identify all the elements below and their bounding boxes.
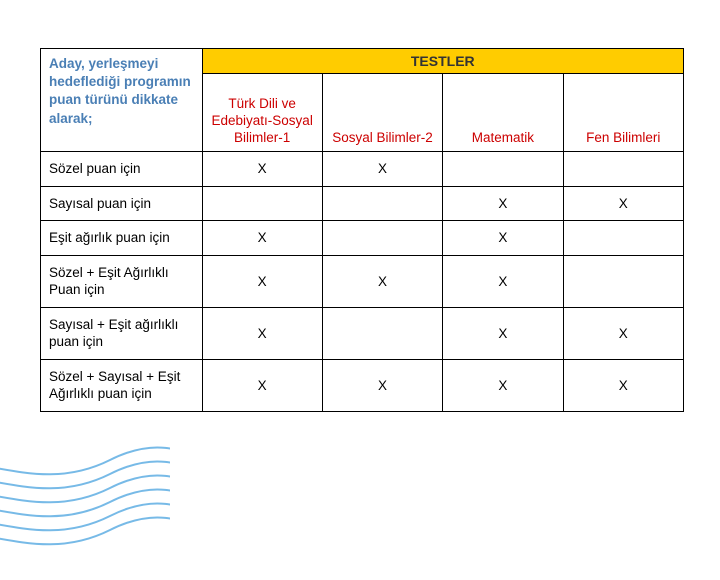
mark-cell: [563, 221, 683, 256]
row-label: Sözel + Eşit Ağırlıklı Puan için: [41, 255, 203, 307]
mark-cell: [563, 152, 683, 187]
mark-cell: [322, 186, 442, 221]
mark-cell: X: [322, 359, 442, 411]
table-row: Eşit ağırlık puan içinXX: [41, 221, 684, 256]
col-sosyal2: Sosyal Bilimler-2: [322, 74, 442, 152]
header-description: Aday, yerleşmeyi hedeflediği programın p…: [41, 49, 203, 152]
table-row: Sözel + Eşit Ağırlıklı Puan içinXXX: [41, 255, 684, 307]
mark-cell: X: [202, 152, 322, 187]
mark-cell: X: [202, 221, 322, 256]
mark-cell: [202, 186, 322, 221]
mark-cell: [322, 307, 442, 359]
col-matematik: Matematik: [443, 74, 563, 152]
col-fen: Fen Bilimleri: [563, 74, 683, 152]
mark-cell: X: [322, 255, 442, 307]
mark-cell: [443, 152, 563, 187]
col-turkdili: Türk Dili ve Edebiyatı-Sosyal Bilimler-1: [202, 74, 322, 152]
mark-cell: X: [443, 186, 563, 221]
score-table: Aday, yerleşmeyi hedeflediği programın p…: [40, 48, 684, 412]
mark-cell: X: [443, 255, 563, 307]
table-row: Sayısal puan için XX: [41, 186, 684, 221]
row-label: Eşit ağırlık puan için: [41, 221, 203, 256]
row-label: Sözel puan için: [41, 152, 203, 187]
decorative-wave: [0, 440, 170, 580]
header-row-1: Aday, yerleşmeyi hedeflediği programın p…: [41, 49, 684, 74]
mark-cell: X: [443, 359, 563, 411]
mark-cell: X: [202, 359, 322, 411]
mark-cell: X: [443, 307, 563, 359]
mark-cell: [563, 255, 683, 307]
mark-cell: X: [322, 152, 442, 187]
row-label: Sayısal puan için: [41, 186, 203, 221]
tests-header: TESTLER: [202, 49, 684, 74]
row-label: Sayısal + Eşit ağırlıklı puan için: [41, 307, 203, 359]
mark-cell: X: [563, 307, 683, 359]
mark-cell: X: [563, 186, 683, 221]
row-label: Sözel + Sayısal + Eşit Ağırlıklı puan iç…: [41, 359, 203, 411]
score-table-container: Aday, yerleşmeyi hedeflediği programın p…: [40, 48, 684, 412]
mark-cell: X: [202, 307, 322, 359]
table-row: Sayısal + Eşit ağırlıklı puan içinXXX: [41, 307, 684, 359]
table-row: Sözel + Sayısal + Eşit Ağırlıklı puan iç…: [41, 359, 684, 411]
mark-cell: X: [563, 359, 683, 411]
mark-cell: X: [443, 221, 563, 256]
mark-cell: [322, 221, 442, 256]
table-row: Sözel puan içinXX: [41, 152, 684, 187]
mark-cell: X: [202, 255, 322, 307]
